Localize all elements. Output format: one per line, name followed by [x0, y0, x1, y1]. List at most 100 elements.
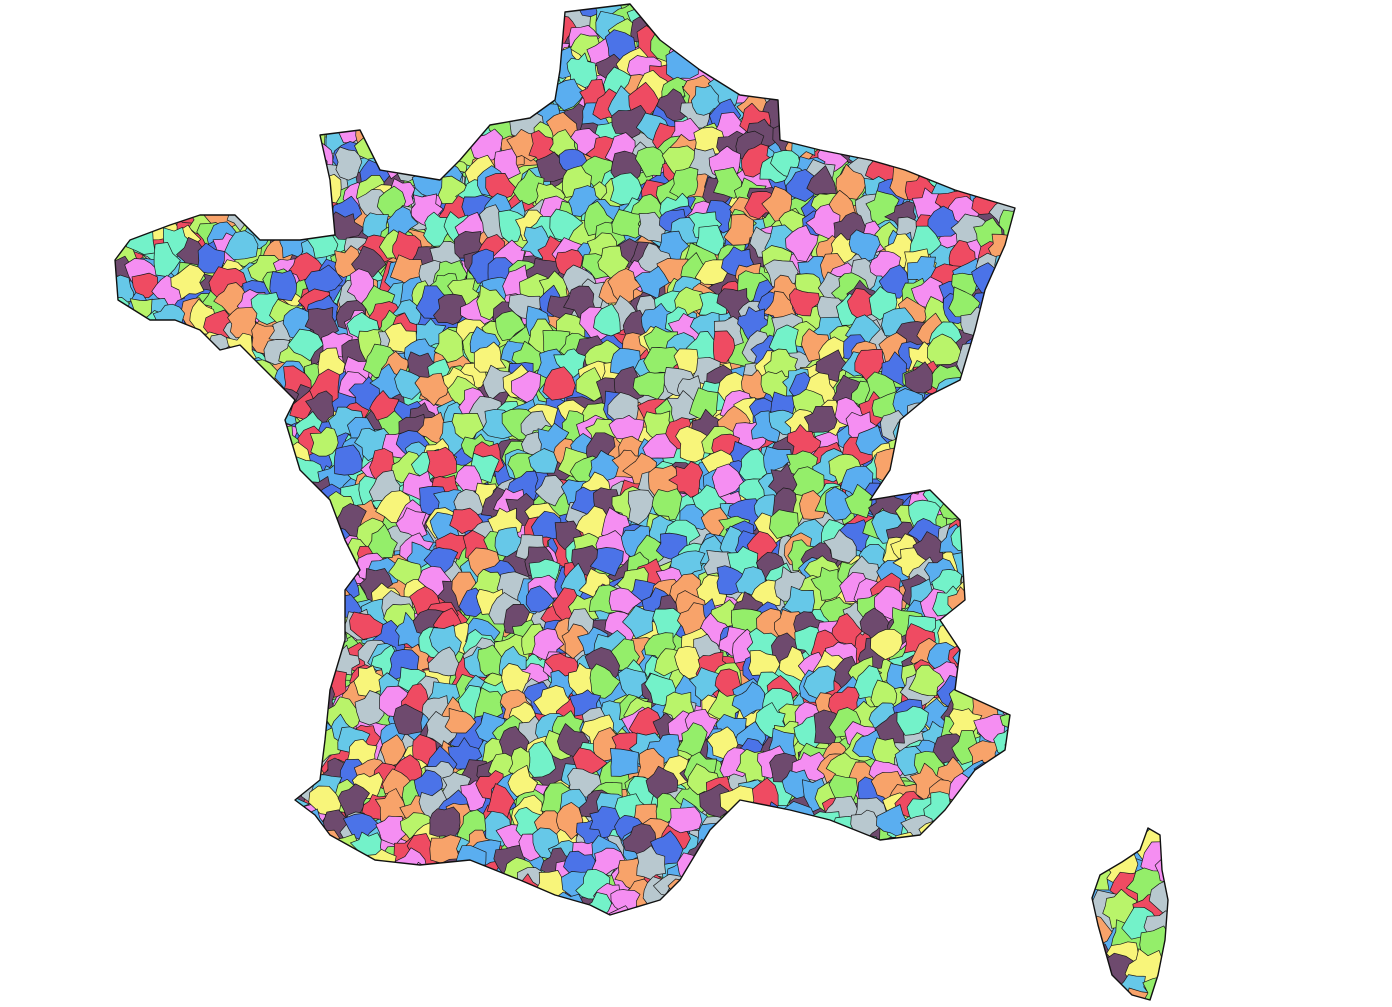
mainland-region — [910, 844, 962, 900]
mainland-small-region — [218, 903, 255, 915]
mainland-small-region — [853, 66, 880, 102]
mainland-small-region — [464, 18, 503, 46]
mainland-small-region — [229, 814, 265, 851]
mainland-region — [909, 903, 967, 915]
mainland-small-region — [743, 877, 777, 910]
mainland-region — [1004, 795, 1015, 845]
mainland-small-region — [314, 69, 350, 103]
mainland-region — [128, 370, 183, 417]
mainland-small-region — [156, 767, 188, 795]
mainland-region — [760, 857, 809, 908]
mainland-region — [249, 4, 307, 51]
mainland-small-region — [1023, 169, 1052, 198]
mainland-region — [300, 540, 357, 593]
mainland-region — [986, 436, 1015, 486]
mainland-region — [115, 677, 145, 734]
mainland-small-region — [179, 490, 216, 524]
mainland-small-region — [999, 124, 1015, 153]
mainland-region — [115, 167, 143, 217]
mainland-region — [136, 28, 195, 87]
mainland-small-region — [265, 25, 303, 60]
mainland-small-region — [153, 380, 188, 411]
mainland-small-region — [293, 664, 324, 696]
mainland-small-region — [212, 687, 248, 717]
mainland-small-region — [417, 21, 448, 52]
mainland-small-region — [115, 362, 133, 392]
mainland-small-region — [229, 512, 264, 544]
mainland-small-region — [179, 4, 212, 19]
mainland-small-region — [254, 794, 286, 828]
mainland-small-region — [945, 408, 972, 445]
mainland-small-region — [268, 57, 303, 87]
mainland-small-region — [254, 205, 284, 237]
mainland-small-region — [702, 5, 735, 37]
mainland-region — [869, 46, 925, 106]
mainland-small-region — [150, 650, 186, 683]
mainland-small-region — [211, 59, 243, 91]
mainland-region — [939, 410, 997, 469]
mainland-small-region — [800, 855, 830, 883]
mainland-small-region — [1019, 670, 1047, 702]
mainland-small-region — [1010, 479, 1015, 511]
mainland-region — [134, 654, 188, 710]
mainland-small-region — [155, 476, 185, 506]
mainland-region — [986, 139, 1015, 199]
mainland-small-region — [115, 638, 119, 664]
mainland-small-region — [959, 470, 988, 501]
mainland-small-region — [336, 892, 368, 915]
mainland-region — [1001, 136, 1015, 189]
mainland-small-region — [835, 163, 868, 200]
mainland-small-region — [116, 796, 147, 826]
mainland-region — [961, 551, 1015, 596]
mainland-small-region — [171, 358, 202, 393]
mainland-small-region — [573, 913, 601, 915]
mainland-small-region — [246, 627, 273, 660]
mainland-small-region — [216, 154, 251, 183]
mainland-region — [202, 481, 259, 541]
mainland-small-region — [706, 881, 743, 915]
mainland-small-region — [226, 595, 259, 633]
mainland-region — [187, 599, 233, 650]
mainland-small-region — [487, 873, 512, 900]
mainland-region — [871, 851, 921, 903]
mainland-small-region — [422, 128, 456, 156]
mainland-small-region — [386, 902, 423, 915]
mainland-small-region — [115, 749, 141, 785]
mainland-region — [206, 71, 261, 125]
mainland-region — [896, 37, 949, 86]
mainland-small-region — [163, 325, 199, 361]
mainland-small-region — [188, 365, 223, 402]
mainland-region — [318, 25, 374, 87]
mainland-small-region — [152, 413, 185, 450]
mainland-small-region — [994, 521, 1015, 552]
mainland-small-region — [293, 95, 326, 127]
mainland-small-region — [611, 104, 647, 139]
mainland-small-region — [115, 501, 120, 534]
mainland-small-region — [253, 11, 292, 42]
mainland-small-region — [883, 81, 919, 114]
mainland-small-region — [322, 926, 356, 951]
mainland-small-region — [821, 4, 852, 24]
mainland-small-region — [115, 471, 117, 499]
mainland-small-region — [466, 58, 500, 94]
mainland-small-region — [139, 830, 173, 864]
mainland-region — [300, 39, 364, 97]
mainland-region — [763, 28, 816, 88]
mainland-small-region — [192, 147, 224, 185]
mainland-region — [224, 660, 281, 718]
mainland-small-region — [1009, 62, 1015, 96]
mainland-small-region — [229, 364, 260, 399]
mainland-small-region — [251, 46, 283, 80]
mainland-small-region — [280, 8, 310, 44]
mainland-small-region — [115, 484, 145, 521]
mainland-region — [897, 4, 951, 34]
mainland-small-region — [434, 50, 464, 85]
mainland-small-region — [209, 8, 242, 43]
mainland-small-region — [230, 547, 262, 578]
mainland-small-region — [999, 108, 1015, 138]
mainland-region — [148, 537, 202, 593]
mainland-small-region — [229, 903, 260, 915]
mainland-small-region — [950, 84, 977, 121]
mainland-small-region — [257, 194, 293, 232]
mainland-small-region — [200, 125, 234, 159]
